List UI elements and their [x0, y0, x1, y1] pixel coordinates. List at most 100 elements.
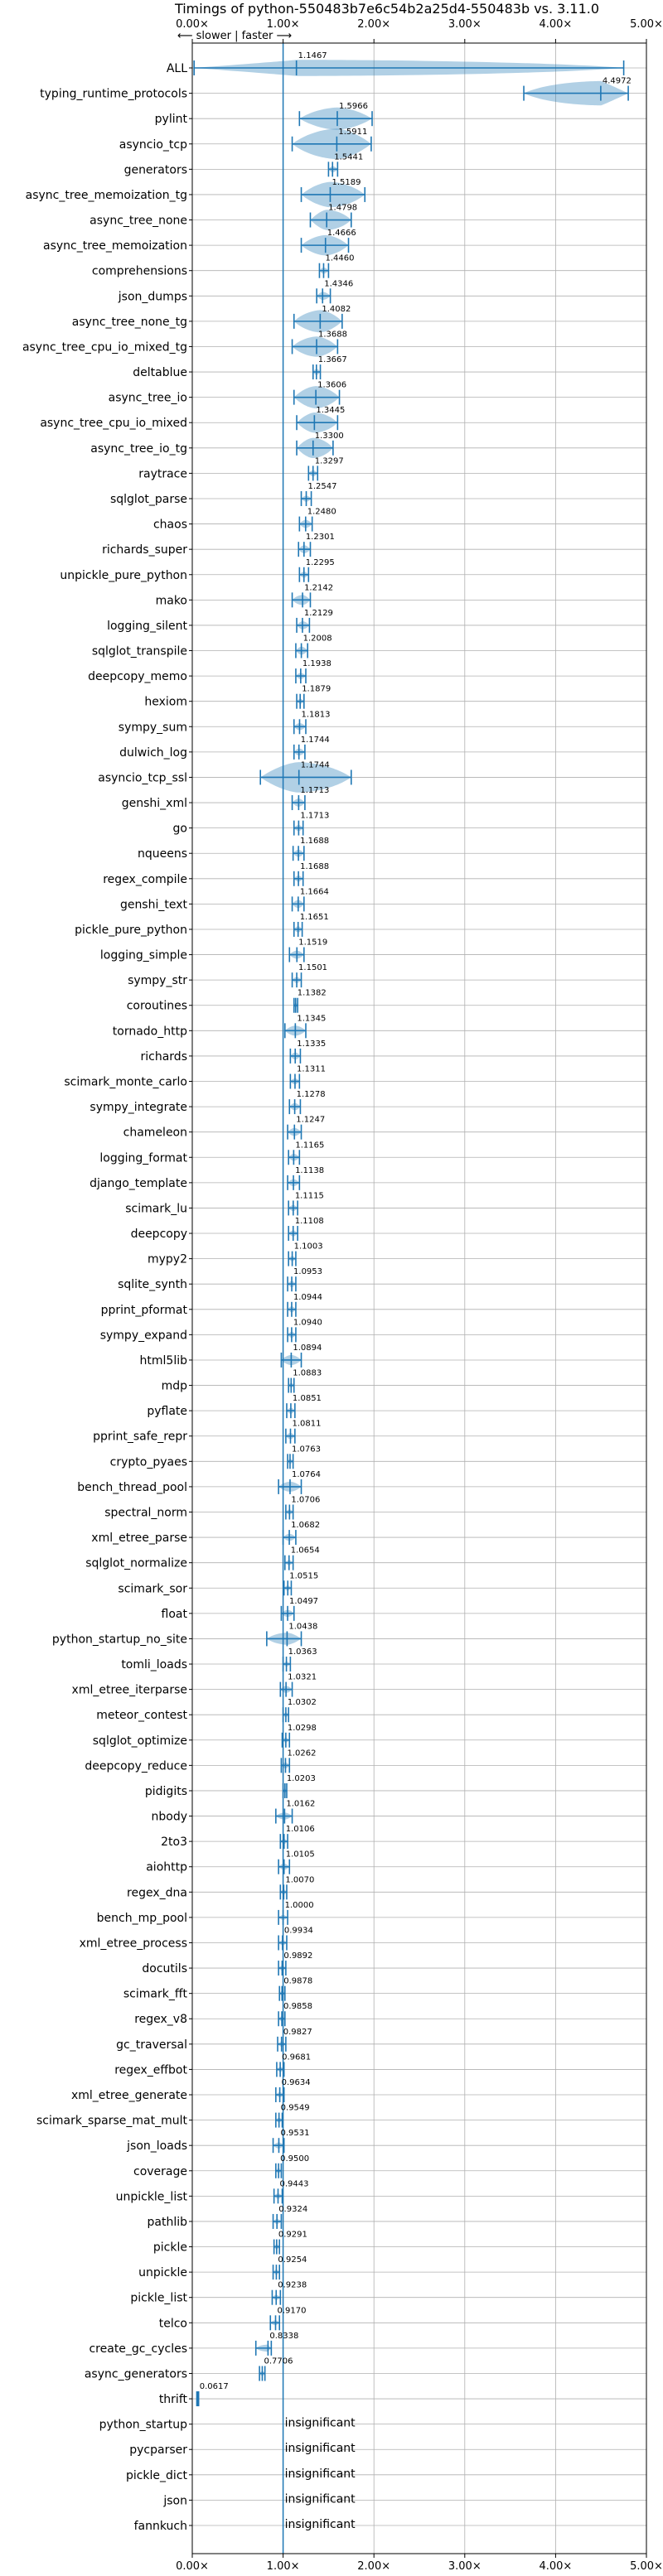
benchmark-name: sympy_integrate: [90, 1101, 187, 1114]
chart-title: Timings of python-550483b7e6c54b2a25d4-5…: [174, 1, 599, 17]
insignificant-label: insignificant: [285, 2417, 356, 2430]
benchmark-name: sqlglot_transpile: [92, 645, 187, 658]
benchmark-name: scimark_lu: [125, 1202, 187, 1215]
benchmark-name: pickle_pure_python: [75, 924, 187, 937]
marks-layer: [193, 60, 629, 2407]
benchmark-name: pidigits: [145, 1785, 187, 1798]
benchmark-name: raytrace: [138, 467, 187, 480]
value-label: 1.0515: [289, 1571, 318, 1580]
value-label: 1.3606: [317, 381, 346, 390]
value-label: 1.2142: [304, 583, 333, 592]
value-label: 1.0654: [291, 1546, 320, 1556]
value-label: 1.0940: [293, 1318, 322, 1327]
value-label: 1.1879: [302, 685, 331, 694]
benchmark-name: sympy_str: [128, 974, 187, 987]
value-label: 1.4798: [328, 204, 357, 213]
value-label: 0.0617: [200, 2382, 229, 2391]
value-label: 1.0203: [287, 1774, 316, 1783]
value-label: 1.0070: [285, 1875, 314, 1884]
benchmark-name: regex_v8: [134, 2013, 187, 2026]
value-label: 1.0321: [288, 1673, 317, 1682]
value-label: 1.0883: [293, 1369, 322, 1378]
value-label: 1.1138: [295, 1166, 324, 1175]
benchmark-name: asyncio_tcp: [119, 138, 187, 152]
value-label: 0.9170: [278, 2306, 307, 2315]
value-label: 0.9858: [283, 2002, 312, 2011]
benchmark-name: async_tree_io: [109, 392, 187, 405]
benchmark-name: telco: [159, 2317, 187, 2330]
value-label: 1.4460: [325, 254, 354, 263]
x-tick-label-bottom: 5.00×: [630, 2560, 663, 2573]
benchmark-name: pprint_safe_repr: [93, 1430, 187, 1444]
benchmark-name: meteor_contest: [96, 1709, 187, 1722]
benchmark-name: go: [173, 822, 187, 836]
value-label: 0.9934: [284, 1926, 313, 1935]
benchmark-name: regex_effbot: [114, 2063, 187, 2077]
benchmark-name: tornado_http: [113, 1025, 187, 1038]
value-label: 1.5189: [332, 178, 361, 187]
benchmark-name: hexiom: [144, 696, 187, 709]
benchmark-name: dulwich_log: [119, 746, 187, 760]
benchmark-name: deepcopy: [131, 1228, 187, 1241]
benchmark-name: ALL: [167, 62, 187, 75]
value-label: 1.0953: [293, 1267, 322, 1276]
benchmark-name: pprint_pformat: [101, 1304, 188, 1317]
plot-frame: [191, 42, 647, 2554]
value-label: 1.0682: [291, 1521, 320, 1530]
value-label: 1.1519: [298, 938, 327, 948]
x-tick-label-bottom: 2.00×: [357, 2560, 390, 2573]
value-label: 0.9254: [278, 2255, 307, 2265]
benchmark-name: richards: [141, 1050, 188, 1064]
benchmark-name: gc_traversal: [116, 2038, 187, 2052]
axis-layer: 0.00× 0.00× 1.00× 1.00× 2.00× 2.00× 3.00× 3.00×…: [176, 18, 663, 2573]
value-label: 1.1345: [297, 1014, 326, 1023]
value-label: 1.1165: [295, 1141, 324, 1150]
grid-layer: [191, 43, 647, 2554]
value-label: 1.1938: [302, 659, 332, 668]
value-label: 0.8338: [269, 2332, 298, 2341]
benchmark-name: xml_etree_process: [80, 1937, 187, 1950]
benchmark-name: regex_compile: [103, 873, 187, 886]
value-label: 0.9238: [278, 2281, 307, 2290]
value-label: 1.4666: [327, 229, 356, 238]
value-label: 0.9634: [282, 2078, 311, 2087]
x-tick-label-top: 5.00×: [630, 18, 663, 31]
benchmark-name: sympy_sum: [119, 721, 187, 734]
value-label: 1.1278: [297, 1090, 326, 1099]
benchmark-name: comprehensions: [92, 265, 187, 278]
value-label: 1.1713: [300, 786, 329, 795]
benchmark-name: logging_format: [99, 1151, 187, 1165]
x-tick-label-top: 0.00×: [176, 18, 209, 31]
benchmark-name: coverage: [133, 2165, 187, 2178]
benchmark-name: scimark_fft: [123, 1988, 188, 2001]
value-label: 1.2301: [306, 533, 335, 542]
value-label: 0.9827: [283, 2028, 312, 2037]
x-tick-label-bottom: 1.00×: [267, 2560, 300, 2573]
benchmark-name: async_tree_io_tg: [90, 442, 187, 456]
value-label: 1.3688: [318, 330, 347, 339]
benchmark-name: 2to3: [161, 1836, 187, 1849]
value-label: 1.1311: [297, 1065, 326, 1074]
benchmark-name: json_loads: [126, 2139, 187, 2153]
benchmark-name: deltablue: [133, 366, 187, 379]
benchmark-name: xml_etree_generate: [71, 2089, 187, 2102]
value-label: 1.1651: [300, 913, 329, 922]
insignificant-label: insignificant: [285, 2442, 356, 2455]
value-label: 1.1115: [295, 1191, 324, 1200]
value-label: 1.1247: [296, 1116, 325, 1125]
benchmark-name: mako: [156, 594, 187, 607]
benchmark-name: async_tree_none: [90, 215, 187, 228]
benchmark-name: bench_thread_pool: [77, 1481, 187, 1494]
benchmark-name: thrift: [159, 2393, 188, 2406]
value-label: 1.0162: [286, 1800, 315, 1809]
benchmark-name: unpickle_pure_python: [60, 569, 187, 582]
benchmark-name: logging_simple: [100, 949, 187, 962]
benchmark-name: pyflate: [147, 1405, 187, 1418]
labels-layer: ALL 1.1467 typing_runtime_protocols 4.4972 p…: [22, 51, 632, 2533]
value-label: 0.9291: [278, 2231, 307, 2240]
value-label: 1.2295: [306, 558, 335, 567]
value-label: 1.0000: [285, 1901, 314, 1910]
benchmark-name: typing_runtime_protocols: [40, 88, 187, 101]
value-label: 1.1744: [301, 760, 330, 769]
benchmark-name: xml_etree_parse: [91, 1532, 187, 1545]
